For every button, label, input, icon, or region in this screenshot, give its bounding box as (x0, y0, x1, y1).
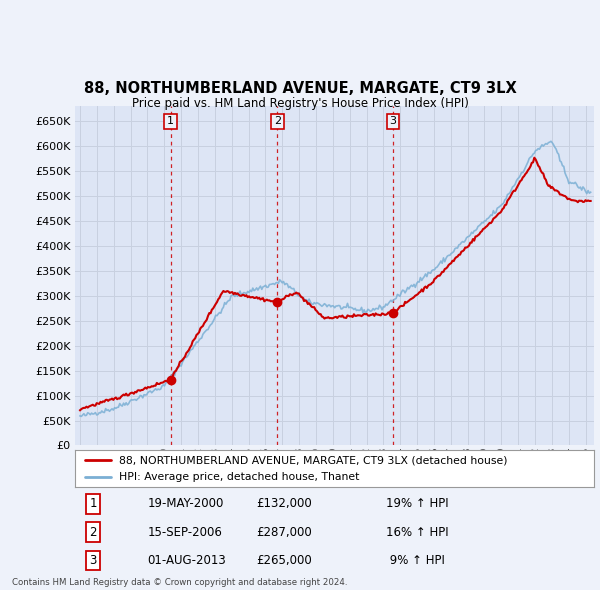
Text: 1: 1 (167, 116, 174, 126)
Text: £287,000: £287,000 (257, 526, 313, 539)
Text: Contains HM Land Registry data © Crown copyright and database right 2024.: Contains HM Land Registry data © Crown c… (12, 578, 347, 586)
Text: 19-MAY-2000: 19-MAY-2000 (148, 497, 224, 510)
Text: £265,000: £265,000 (257, 554, 313, 567)
Text: HPI: Average price, detached house, Thanet: HPI: Average price, detached house, Than… (119, 472, 359, 482)
Text: 19% ↑ HPI: 19% ↑ HPI (386, 497, 449, 510)
Text: Price paid vs. HM Land Registry's House Price Index (HPI): Price paid vs. HM Land Registry's House … (131, 97, 469, 110)
Text: 88, NORTHUMBERLAND AVENUE, MARGATE, CT9 3LX (detached house): 88, NORTHUMBERLAND AVENUE, MARGATE, CT9 … (119, 455, 508, 465)
Text: 01-AUG-2013: 01-AUG-2013 (148, 554, 226, 567)
Text: 2: 2 (89, 526, 97, 539)
Text: 15-SEP-2006: 15-SEP-2006 (148, 526, 223, 539)
Text: 88, NORTHUMBERLAND AVENUE, MARGATE, CT9 3LX: 88, NORTHUMBERLAND AVENUE, MARGATE, CT9 … (83, 81, 517, 96)
Text: 2: 2 (274, 116, 281, 126)
Text: 3: 3 (89, 554, 97, 567)
Text: 3: 3 (389, 116, 397, 126)
Text: 9% ↑ HPI: 9% ↑ HPI (386, 554, 445, 567)
Text: 16% ↑ HPI: 16% ↑ HPI (386, 526, 449, 539)
Text: 1: 1 (89, 497, 97, 510)
Text: £132,000: £132,000 (257, 497, 313, 510)
